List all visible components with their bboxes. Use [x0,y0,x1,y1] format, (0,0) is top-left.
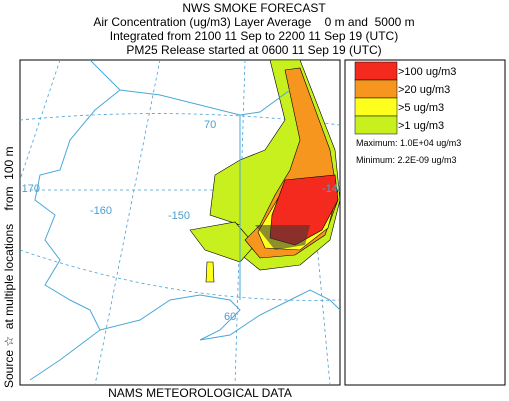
map: -170 -160 -150 -140 70 60 [18,59,344,386]
subtitle: Air Concentration (ug/m3) Layer Average … [93,15,414,29]
grid-label: -160 [90,205,112,217]
grid-label: -170 [18,183,40,195]
side-label: Source ☆ at multiple locations from 100 … [2,146,16,388]
legend-label: >100 ug/m3 [398,66,456,78]
legend-swatch [354,61,398,81]
legend-swatch [354,79,398,99]
subtitle: PM25 Release started at 0600 11 Sep 19 (… [126,43,381,57]
grid-label: -140 [322,183,344,195]
legend-label: >1 ug/m3 [398,120,444,132]
legend-label: >20 ug/m3 [398,84,450,96]
coastline [29,60,340,381]
footer: NAMS METEOROLOGICAL DATA [108,386,292,400]
grid-label: 70 [204,119,216,131]
minimum: Minimum: 2.2E-09 ug/m3 [356,155,457,165]
smoke-plume [189,60,340,283]
legend-swatch [354,97,398,117]
grid-label: 60 [224,311,236,323]
legend-label: >5 ug/m3 [398,102,444,114]
grid-label: -150 [168,210,190,222]
legend: >100 ug/m3 >20 ug/m3 >5 ug/m3 >1 ug/m3 [354,61,456,135]
title: NWS SMOKE FORECAST [182,1,326,15]
subtitle: Integrated from 2100 11 Sep to 2200 11 S… [110,29,398,43]
legend-swatch [354,115,398,135]
maximum: Maximum: 1.0E+04 ug/m3 [356,138,461,148]
